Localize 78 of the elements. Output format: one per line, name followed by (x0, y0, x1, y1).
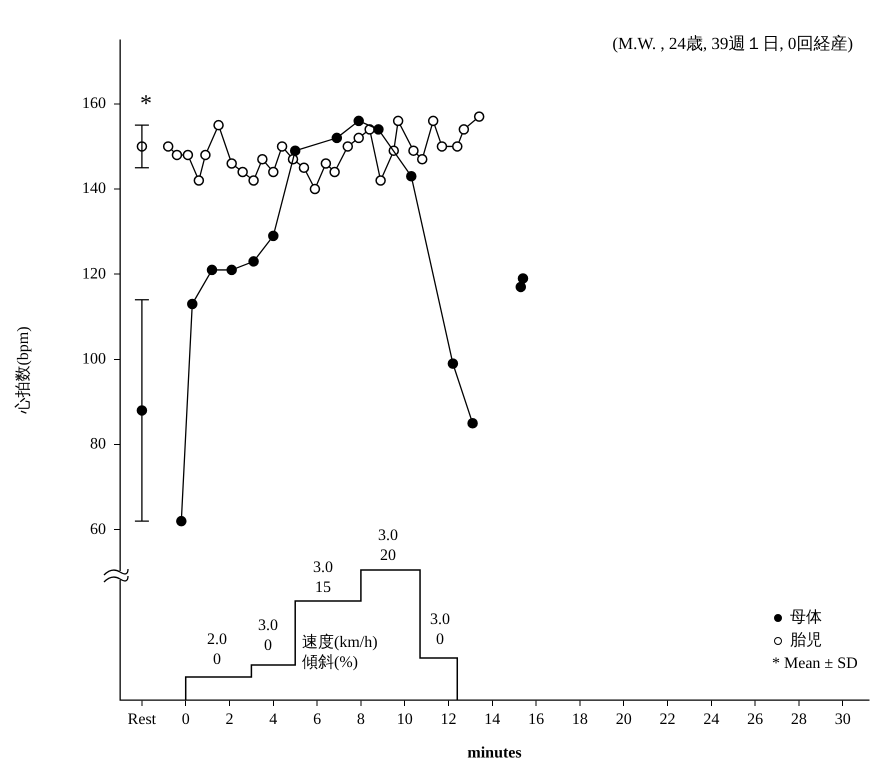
point (448, 358, 458, 369)
x-tick-label: 10 (396, 710, 413, 728)
y-tick-label: 160 (82, 95, 106, 112)
annotation: 3.0 15 (313, 558, 333, 598)
x-tick-label: 26 (747, 710, 764, 728)
x-tick-label: 0 (182, 710, 190, 728)
point (406, 171, 417, 182)
point (375, 175, 386, 186)
annotation: 2.0 0 (207, 630, 227, 670)
x-tick-label: 22 (660, 710, 676, 728)
y-axis-title: 心拍数(bpm) (14, 326, 32, 415)
x-tick-label: 20 (616, 710, 632, 728)
point (467, 418, 478, 428)
point (268, 166, 279, 178)
point (213, 120, 224, 130)
x-tick-label: 8 (356, 710, 365, 728)
annotation: 3.0 0 (258, 616, 278, 656)
point (373, 124, 384, 135)
point (452, 141, 463, 152)
point (248, 175, 259, 186)
point (310, 184, 320, 194)
point (298, 162, 310, 173)
x-tick-label: 12 (440, 710, 457, 728)
x-tick-label: 4 (269, 710, 278, 728)
point (237, 166, 248, 178)
x-tick-label: 14 (484, 710, 500, 728)
point (194, 175, 204, 186)
point (474, 111, 484, 122)
x-tick-label: 24 (703, 710, 720, 728)
y-tick-label: 120 (82, 265, 106, 282)
y-tick-label: 100 (82, 350, 106, 368)
annotation: * (140, 91, 152, 117)
x-tick-label: 18 (572, 710, 588, 728)
point (518, 273, 528, 284)
point (353, 116, 364, 126)
point (516, 282, 526, 292)
point (257, 154, 268, 164)
point (226, 158, 237, 169)
annotation: 3.0 20 (378, 526, 398, 566)
point (187, 298, 198, 310)
point (332, 132, 342, 144)
point (200, 150, 211, 160)
point (353, 132, 364, 144)
point (416, 154, 428, 164)
point (276, 141, 288, 152)
point (342, 141, 354, 152)
annotation: 速度(km/h) 傾斜(%) (302, 633, 378, 673)
chart-title: (M.W. , 24歳, 39週１日, 0回経産) (612, 33, 853, 55)
annotation: * Mean ± SD (772, 654, 858, 674)
y-tick-label: 60 (90, 520, 106, 538)
point (162, 141, 174, 152)
point (290, 145, 300, 156)
point (268, 230, 279, 242)
x-tick-label: 28 (790, 710, 807, 728)
point (408, 145, 419, 156)
x-tick-label: 2 (226, 710, 234, 728)
point (226, 264, 237, 276)
x-tick-label: 30 (834, 710, 851, 728)
legend-label: 胎児 (790, 631, 822, 651)
point (248, 256, 259, 267)
point (206, 264, 218, 276)
x-tick-label: Rest (128, 710, 157, 728)
legend-label: 母体 (790, 608, 822, 628)
x-axis-title: minutes (467, 744, 522, 762)
point (428, 116, 438, 126)
point (436, 141, 448, 152)
point (392, 116, 404, 126)
point (458, 124, 470, 135)
x-tick-label: 6 (313, 710, 322, 728)
point (320, 158, 332, 169)
point (176, 516, 187, 526)
point (329, 166, 340, 178)
y-tick-label: 140 (82, 180, 106, 198)
y-tick-label: 80 (90, 436, 106, 453)
x-tick-label: 16 (528, 710, 544, 728)
point (172, 150, 182, 160)
annotation: 3.0 0 (430, 610, 450, 650)
point (182, 150, 194, 160)
